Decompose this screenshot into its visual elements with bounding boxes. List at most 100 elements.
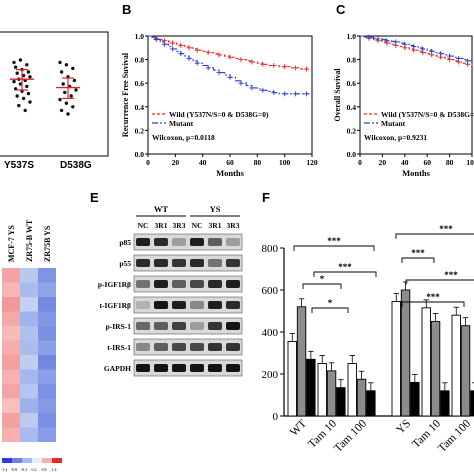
wb-band	[190, 259, 204, 267]
wb-band	[172, 364, 186, 372]
km-xtick-label: 60	[423, 158, 431, 167]
heatmap-scale-swatch	[52, 458, 62, 463]
km-ytick-label: 1.0	[135, 32, 145, 41]
wb-lane-label: 3R3	[227, 221, 240, 230]
wb-band	[226, 238, 240, 246]
heatmap-scale-swatch	[22, 458, 32, 463]
panel-a-point	[26, 91, 31, 96]
wb-band	[208, 280, 222, 288]
bar-category-label: Tam 100	[332, 417, 369, 454]
km-series-line	[360, 35, 473, 62]
wb-blot-strip	[133, 359, 243, 377]
heatmap-cell	[2, 326, 20, 341]
wb-lane-label: 3R1	[209, 221, 222, 230]
bar	[391, 301, 401, 417]
wb-blot-strip	[133, 254, 243, 272]
km-legend-label: Mutant	[381, 119, 406, 128]
km-ytick-label: 0.6	[135, 79, 145, 88]
km-ytick-label: 1.0	[347, 32, 357, 41]
heatmap-cell	[38, 311, 56, 326]
panel-a-label-d538g: D538G	[60, 160, 92, 171]
heatmap-cell	[20, 297, 38, 312]
bar	[347, 363, 357, 417]
wb-lane-label: 3R1	[155, 221, 168, 230]
wb-band	[208, 301, 222, 309]
km-frame	[359, 35, 473, 155]
wb-band	[208, 322, 222, 330]
panel-a-point	[23, 108, 27, 113]
heatmap-cell	[20, 340, 38, 355]
heatmap-cell	[2, 311, 20, 326]
wb-lane-label: NC	[192, 221, 203, 230]
significance-bracket	[313, 271, 377, 277]
wb-band	[172, 259, 186, 267]
heatmap-cell	[38, 355, 56, 370]
panel-a-point	[59, 70, 64, 74]
km-xtick-label: 40	[199, 158, 207, 167]
km-stat-label: Wilcoxon, p=0.9231	[364, 133, 427, 142]
significance-bracket	[401, 301, 465, 307]
wb-blot-strip	[133, 296, 243, 314]
heatmap-cell	[20, 326, 38, 341]
heatmap-column-label: ZR75B YS	[43, 225, 52, 262]
significance-bracket	[293, 245, 375, 251]
heatmap-cell	[2, 355, 20, 370]
panel-letter-e: E	[90, 190, 99, 205]
panel-a-point	[18, 82, 23, 86]
significance-label: ***	[411, 248, 425, 258]
panel-a-point	[71, 66, 75, 71]
panel-a-point	[74, 88, 78, 92]
heatmap-cell	[20, 355, 38, 370]
panel-a-point	[12, 79, 16, 84]
wb-blot-strip	[133, 275, 243, 293]
wb-band	[208, 343, 222, 351]
panel-a-point	[58, 60, 62, 65]
km-xtick-label: 20	[172, 158, 180, 167]
panel-a-point	[72, 78, 77, 83]
wb-band	[154, 343, 168, 351]
heatmap-cell	[38, 427, 56, 442]
wb-protein-label: p85	[119, 238, 131, 247]
bar	[336, 387, 346, 417]
km-ytick-label: 0.8	[347, 56, 357, 65]
significance-bracket	[401, 257, 435, 263]
km-xtick-label: 100	[466, 158, 474, 167]
panel-a-point	[63, 90, 67, 95]
heatmap-cell	[2, 268, 20, 283]
heatmap-cell	[2, 384, 20, 399]
heatmap-scale-swatch	[12, 458, 22, 463]
wb-protein-label: t-IGF1Rβ	[100, 301, 131, 310]
panel-a-point	[25, 63, 29, 67]
panel-a-point	[21, 73, 26, 78]
wb-band	[154, 322, 168, 330]
bar	[366, 390, 376, 417]
heatmap-cell	[2, 340, 20, 355]
wb-band	[226, 301, 240, 309]
wb-band	[154, 259, 168, 267]
panel-a-point	[59, 108, 64, 113]
panel-c-km-plot: 0.0 0.2 0.4 0.6 0.8 1.0 0 20 40 60 80 100 Overall Su…	[333, 32, 474, 178]
wb-band	[136, 238, 150, 246]
wb-band	[136, 259, 150, 267]
km-xtick-label: 40	[401, 158, 409, 167]
heatmap-column-label: MCF-7 YS	[7, 225, 16, 262]
heatmap-cell	[2, 297, 20, 312]
km-stat-label: Wilcoxon, p=0.0118	[152, 133, 215, 142]
heatmap-scale-tick: -0.8	[11, 467, 17, 472]
wb-band	[154, 301, 168, 309]
heatmap-scale-swatch	[32, 458, 42, 463]
km-xlabel: Months	[216, 168, 245, 178]
panel-a-point	[28, 75, 32, 79]
heatmap-cell	[38, 297, 56, 312]
wb-protein-label: GAPDH	[104, 364, 131, 373]
wb-blot-strip	[133, 317, 243, 335]
panel-a-point	[12, 60, 16, 65]
panel-a-point	[66, 112, 70, 116]
significance-label: ***	[426, 292, 440, 302]
km-series-line	[360, 35, 473, 66]
km-xtick-label: 80	[446, 158, 454, 167]
bar	[451, 314, 461, 417]
heatmap-cell	[38, 413, 56, 428]
km-xtick-label: 100	[279, 158, 291, 167]
heatmap-cell	[38, 282, 56, 297]
